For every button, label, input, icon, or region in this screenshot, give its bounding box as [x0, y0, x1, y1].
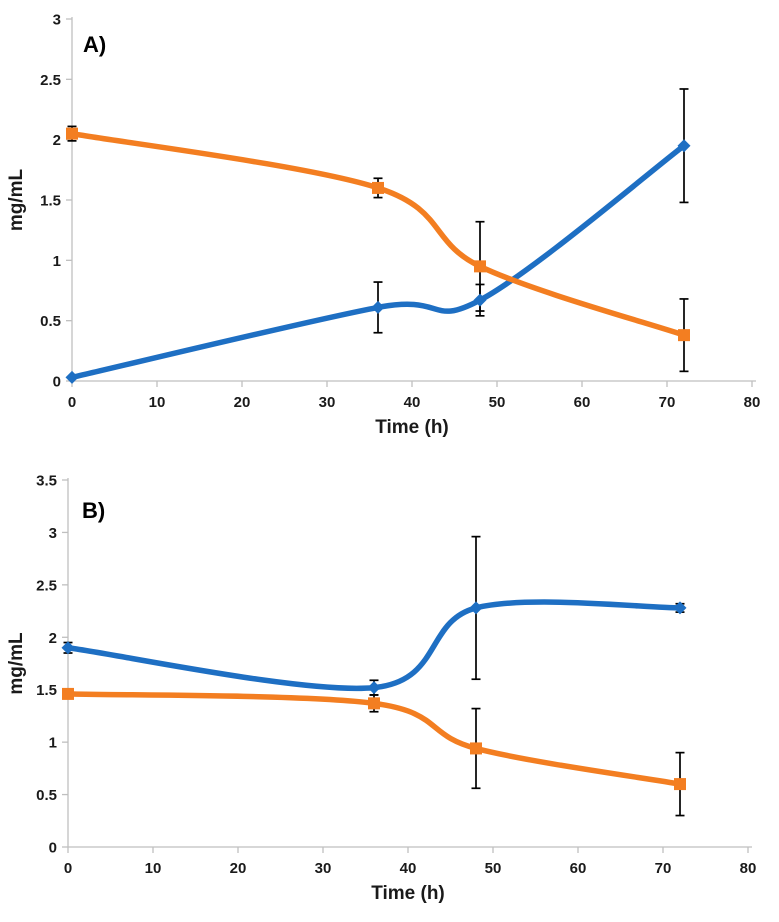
blue-series-marker-diamond	[65, 370, 79, 384]
x-tick-label: 30	[315, 860, 332, 877]
orange-series-marker-square	[62, 687, 74, 700]
x-tick-label: 80	[744, 394, 761, 411]
x-axis-title: Time (h)	[375, 417, 449, 438]
blue-series-marker-diamond	[473, 293, 487, 307]
blue-series-marker-diamond	[61, 641, 75, 655]
y-tick-label: 1	[49, 735, 57, 752]
orange-series-line	[69, 130, 687, 338]
x-tick-label: 10	[145, 860, 162, 877]
x-tick-label: 0	[68, 394, 76, 411]
y-tick-label: 0	[53, 374, 61, 391]
x-tick-label: 20	[234, 394, 251, 411]
x-axis-title: Time (h)	[371, 883, 445, 904]
y-tick-label: 1	[53, 253, 61, 270]
x-tick-label: 50	[489, 394, 506, 411]
y-tick-label: 2.5	[40, 72, 61, 89]
x-tick-label: 40	[404, 394, 421, 411]
y-tick-label: 3.5	[36, 473, 57, 490]
y-tick-label: 2	[53, 132, 61, 149]
x-tick-label: 50	[485, 860, 502, 877]
x-tick-label: 80	[740, 860, 757, 877]
blue-series-marker-diamond	[371, 300, 385, 314]
x-tick-label: 60	[574, 394, 591, 411]
orange-series-marker-square	[368, 697, 380, 710]
blue-series-marker-diamond	[677, 139, 691, 153]
panel-b: 0 0.5 1 1.5 2 2.5 3 3.5 0 10 20 30 40 50 60 70 80 Time (h…	[0, 461, 779, 922]
blue-series-line	[69, 142, 687, 381]
x-tick-label: 30	[319, 394, 336, 411]
y-tick-label: 0.5	[40, 313, 61, 330]
chart-b-canvas: 0 0.5 1 1.5 2 2.5 3 3.5 0 10 20 30 40 50 60 70 80 Time (h…	[6, 473, 757, 905]
y-tick-label: 3	[53, 12, 61, 29]
panel-label: A)	[83, 32, 106, 57]
orange-series-marker-square	[474, 260, 486, 273]
y-tick-label: 3	[49, 525, 57, 542]
y-axis-title: mg/mL	[6, 168, 27, 231]
y-tick-label: 0.5	[36, 787, 57, 804]
y-tick-label: 0	[49, 840, 57, 857]
x-tick-label: 40	[400, 860, 417, 877]
orange-series-marker-square	[674, 778, 686, 791]
y-axis-title: mg/mL	[6, 632, 27, 695]
blue-series-line	[65, 599, 683, 692]
x-tick-label: 10	[149, 394, 166, 411]
orange-series-marker-square	[470, 742, 482, 755]
blue-series-marker-diamond	[469, 601, 483, 615]
x-tick-label: 0	[64, 860, 72, 877]
y-tick-label: 2.5	[36, 577, 57, 594]
orange-series-line	[65, 691, 683, 787]
panel-a: 0 0.5 1 1.5 2 2.5 3 0 10 20 30 40 50 60 70 80 Time (h) mg…	[6, 12, 761, 439]
blue-series-marker-diamond	[367, 681, 381, 695]
y-tick-label: 1.5	[40, 193, 61, 210]
blue-series-marker-diamond	[673, 601, 687, 615]
y-tick-label: 2	[49, 630, 57, 647]
orange-series-marker-square	[372, 181, 384, 194]
x-tick-label: 70	[655, 860, 672, 877]
panel-label: B)	[82, 498, 105, 523]
x-tick-label: 60	[570, 860, 587, 877]
orange-series-marker-square	[678, 329, 690, 342]
orange-series-marker-square	[66, 127, 78, 140]
x-tick-label: 70	[659, 394, 676, 411]
y-tick-label: 1.5	[36, 682, 57, 699]
x-tick-label: 20	[230, 860, 247, 877]
